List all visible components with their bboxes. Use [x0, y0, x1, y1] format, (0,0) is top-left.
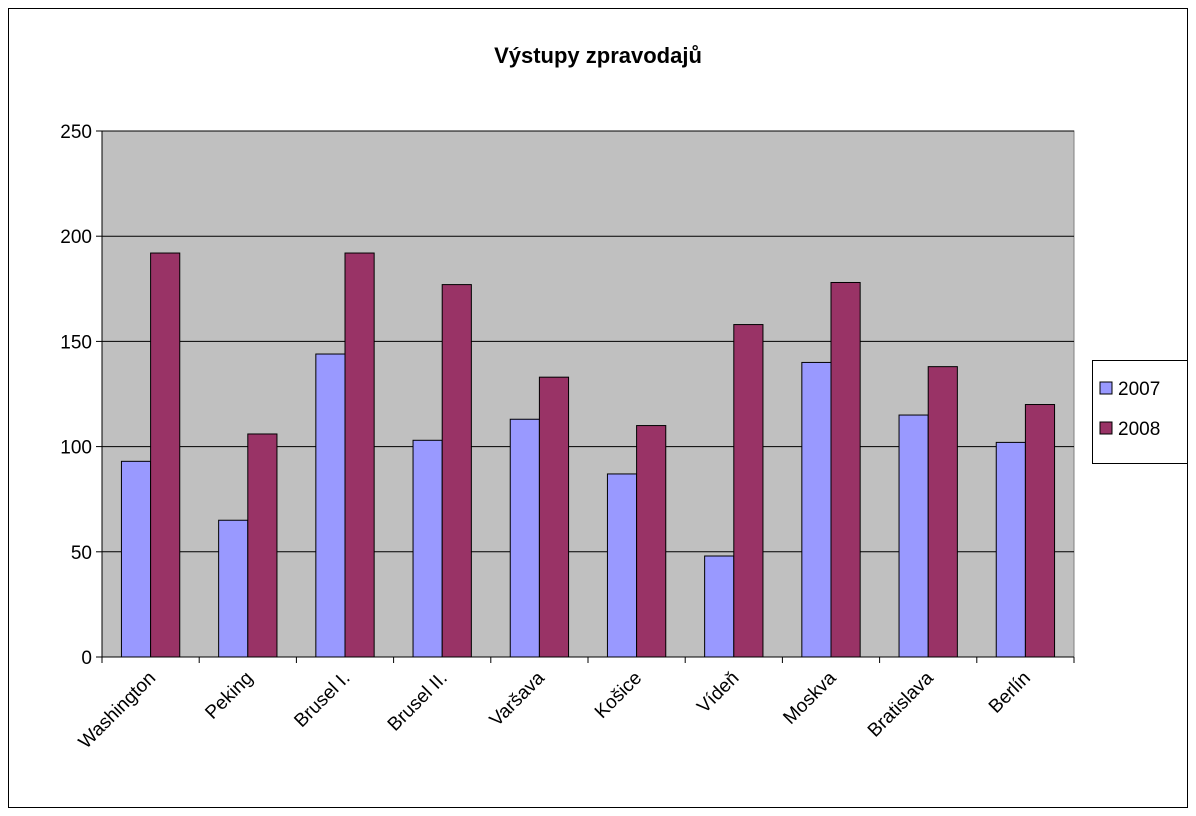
bar [441, 284, 472, 658]
bar [830, 281, 861, 658]
bar [1024, 404, 1056, 658]
bar [995, 441, 1026, 658]
legend [1092, 360, 1188, 464]
bar [150, 252, 181, 658]
y-tick-label: 100 [60, 438, 92, 459]
bar [218, 519, 249, 658]
bar [412, 439, 443, 658]
bar [801, 361, 832, 658]
bar [606, 473, 638, 658]
bar [898, 414, 929, 658]
legend-swatch [1099, 381, 1113, 395]
y-tick-label: 250 [60, 122, 92, 143]
bar [927, 366, 958, 658]
bar [636, 425, 667, 658]
bar [120, 460, 152, 658]
bar [509, 418, 540, 658]
bar [315, 353, 346, 658]
legend-label: 2008 [1118, 419, 1160, 440]
chart-title: Výstupy zpravodajů [494, 43, 702, 68]
y-tick-label: 200 [60, 227, 92, 248]
bar [344, 252, 375, 658]
y-tick-label: 0 [81, 648, 92, 669]
bar [538, 376, 570, 658]
legend-label: 2007 [1118, 379, 1160, 400]
bar [704, 555, 735, 658]
y-tick-label: 50 [71, 543, 92, 564]
bar [733, 324, 764, 658]
legend-swatch [1099, 421, 1113, 435]
bar [247, 433, 278, 658]
y-tick-label: 150 [60, 332, 92, 353]
